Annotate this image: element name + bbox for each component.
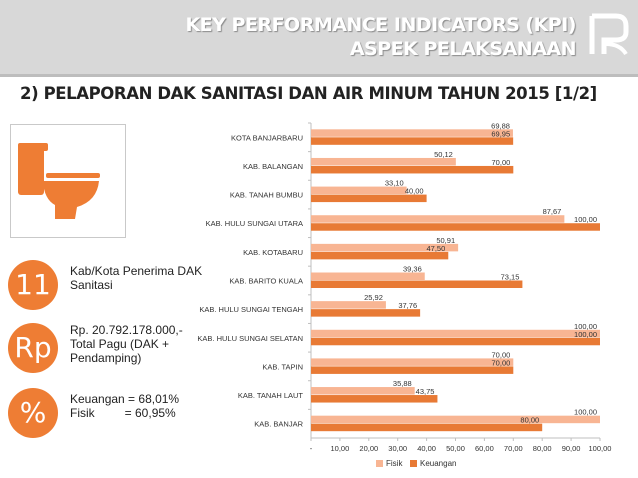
data-label-fisik: 50,91: [436, 236, 455, 245]
bar-fisik: [311, 358, 514, 366]
bar-fisik: [311, 387, 415, 395]
data-label-keuangan: 73,15: [501, 273, 520, 282]
category-label: KAB. HULU SUNGAI SELATAN: [197, 334, 303, 343]
data-label-keuangan: 100,00: [574, 330, 597, 339]
data-label-keuangan: 80,00: [520, 416, 539, 425]
legend-label-fisik: Fisik: [386, 459, 403, 468]
category-label: KAB. KOTABARU: [243, 248, 303, 257]
category-label: KAB. HULU SUNGAI UTARA: [206, 219, 303, 228]
header-divider: [0, 74, 638, 77]
bar-fisik: [311, 157, 456, 166]
x-tick-label: 70,00: [504, 444, 523, 453]
category-label: KAB. TAPIN: [262, 362, 303, 371]
x-tick-label: -: [310, 444, 313, 453]
data-label-fisik: 25,92: [364, 293, 383, 302]
data-label-fisik: 69,88: [491, 121, 510, 130]
header-bar: [0, 0, 638, 74]
x-tick-label: 50,00: [446, 444, 465, 453]
bar-keuangan: [311, 223, 600, 231]
bar-keuangan: [311, 137, 514, 145]
bar-keuangan: [311, 280, 523, 288]
kpi-budget-text: Rp. 20.792.178.000,- Total Pagu (DAK + P…: [70, 323, 183, 365]
data-label-fisik: 100,00: [574, 408, 597, 417]
x-tick-label: 20,00: [359, 444, 378, 453]
bar-fisik: [311, 272, 425, 280]
category-label: KAB. TANAH BUMBU: [230, 191, 303, 200]
data-label-fisik: 87,67: [543, 207, 562, 216]
data-label-fisik: 35,88: [393, 379, 412, 388]
page-title: 2) PELAPORAN DAK SANITASI DAN AIR MINUM …: [20, 84, 597, 103]
kpi-percent-text: Keuangan = 68,01% Fisik = 60,95%: [70, 392, 180, 420]
bar-keuangan: [311, 251, 449, 260]
category-label: KAB. BALANGAN: [243, 162, 303, 171]
x-tick-label: 10,00: [331, 444, 350, 453]
toilet-icon: [18, 143, 100, 219]
kpi-count-badge: 11: [8, 260, 58, 310]
legend-label-keuangan: Keuangan: [420, 459, 456, 468]
header-title-line1: KEY PERFORMANCE INDICATORS (KPI): [185, 14, 576, 36]
x-tick-label: 30,00: [388, 444, 407, 453]
data-label-fisik: 33,10: [385, 179, 404, 188]
data-label-fisik: 100,00: [574, 322, 597, 331]
data-label-fisik: 70,00: [492, 350, 511, 359]
bar-keuangan: [311, 423, 543, 432]
x-tick-label: 100,00: [589, 444, 612, 453]
category-label: KOTA BANJARBARU: [231, 133, 303, 142]
ministry-logo-icon: [589, 13, 629, 56]
data-label-keuangan: 47,50: [426, 244, 445, 253]
data-label-keuangan: 70,00: [492, 358, 511, 367]
x-tick-label: 40,00: [417, 444, 436, 453]
header-title-line2: ASPEK PELAKSANAAN: [349, 38, 577, 60]
bar-fisik: [311, 301, 386, 309]
bar-keuangan: [311, 395, 438, 403]
toilet-illustration: [10, 124, 126, 238]
data-label-keuangan: 40,00: [405, 187, 424, 196]
data-label-keuangan: 69,95: [491, 129, 510, 138]
legend-swatch-keuangan: [410, 460, 417, 467]
bar-keuangan: [311, 366, 514, 374]
bar-fisik: [311, 329, 600, 338]
bar-fisik: [311, 415, 600, 424]
bar-keuangan: [311, 337, 600, 346]
bar-keuangan: [311, 165, 514, 174]
x-tick-label: 90,00: [562, 444, 581, 453]
data-label-keuangan: 70,00: [492, 158, 511, 167]
category-label: KAB. TANAH LAUT: [238, 391, 304, 400]
data-label-keuangan: 100,00: [574, 215, 597, 224]
category-label: KAB. BARITO KUALA: [229, 277, 303, 286]
bar-keuangan: [311, 309, 421, 317]
data-label-keuangan: 37,76: [398, 301, 417, 310]
kpi-budget-badge: Rp: [8, 323, 58, 373]
x-tick-label: 80,00: [533, 444, 552, 453]
kpi-count-text: Kab/Kota Penerima DAK Sanitasi: [70, 264, 203, 292]
bar-fisik: [311, 186, 407, 195]
bar-fisik: [311, 129, 513, 137]
kpi-percent-badge: %: [8, 388, 58, 438]
data-label-keuangan: 43,75: [416, 387, 435, 396]
bar-fisik: [311, 215, 565, 223]
category-label: KAB. HULU SUNGAI TENGAH: [199, 305, 303, 314]
legend-swatch-fisik: [376, 460, 383, 467]
x-tick-label: 60,00: [475, 444, 494, 453]
data-label-fisik: 39,36: [403, 265, 422, 274]
bar-keuangan: [311, 194, 427, 203]
data-label-fisik: 50,12: [434, 150, 453, 159]
category-label: KAB. BANJAR: [254, 420, 303, 429]
bar-fisik: [311, 243, 459, 252]
